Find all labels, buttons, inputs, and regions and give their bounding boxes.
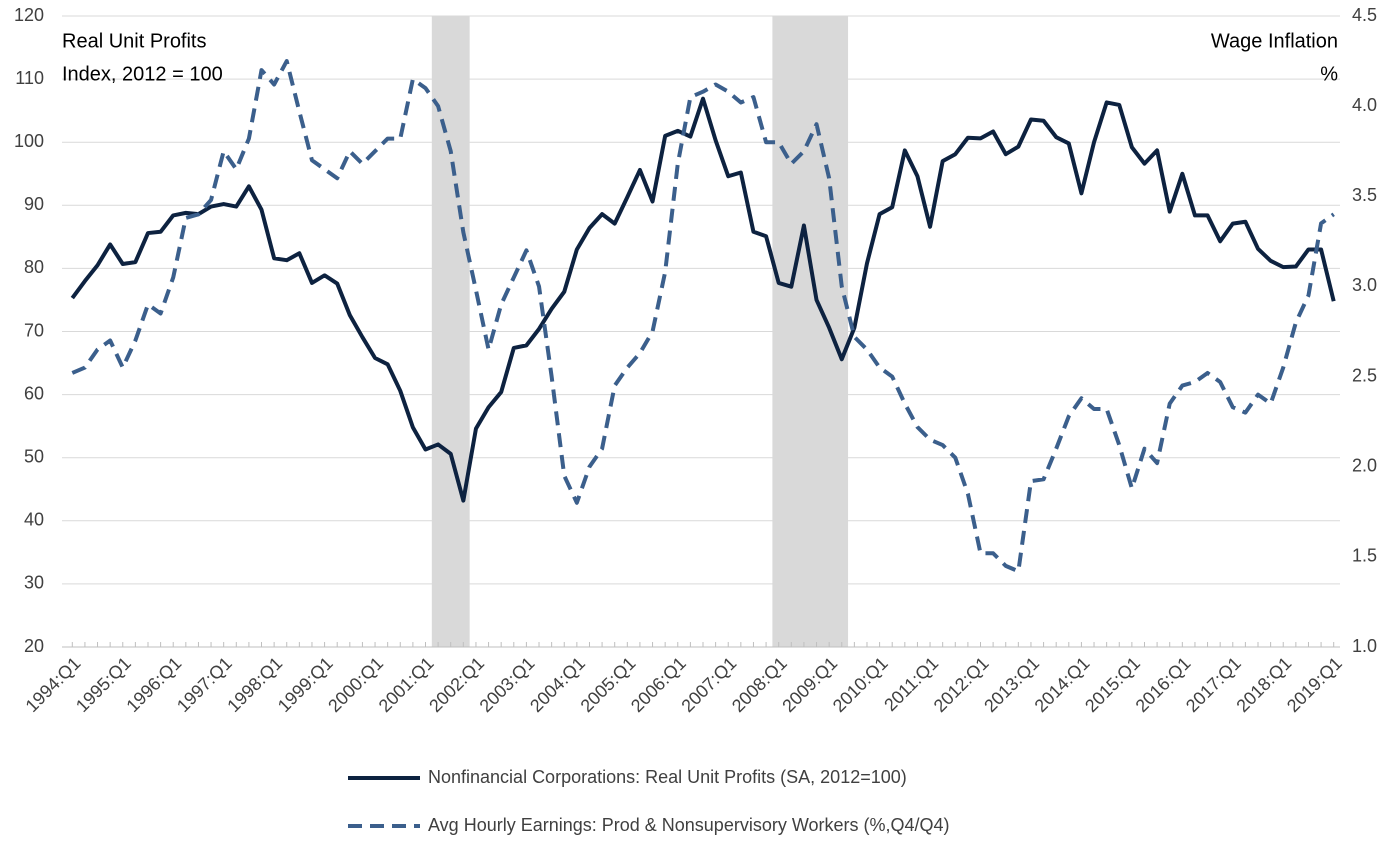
x-tick-label: 2013:Q1 (980, 653, 1043, 716)
y-tick-label: 120 (14, 5, 44, 25)
series-line (70, 96, 1336, 503)
x-tick-label: 2003:Q1 (476, 653, 539, 716)
x-tick-label: 2008:Q1 (728, 653, 791, 716)
x-tick-label: 1996:Q1 (122, 653, 185, 716)
x-tick-label: 2019:Q1 (1283, 653, 1346, 716)
series-line (71, 59, 1335, 574)
y2-tick-label: 1.0 (1352, 636, 1377, 656)
y2-tick-label: 2.0 (1352, 455, 1377, 475)
y-tick-label: 80 (24, 257, 44, 277)
y-tick-label: 110 (15, 68, 44, 88)
y-tick-label: 60 (24, 383, 44, 403)
x-tick-label: 2014:Q1 (1031, 653, 1094, 716)
y-axis-title: Real Unit Profits (62, 30, 207, 52)
y-tick-label: 100 (14, 131, 44, 151)
x-tick-label: 2015:Q1 (1081, 653, 1144, 716)
x-tick-label: 2005:Q1 (577, 653, 640, 716)
x-tick-label: 2001:Q1 (375, 653, 438, 716)
x-tick-label: 2000:Q1 (324, 653, 387, 716)
x-tick-label: 2017:Q1 (1182, 653, 1245, 716)
y2-tick-label: 2.5 (1352, 365, 1377, 385)
y-tick-label: 50 (24, 446, 44, 466)
x-tick-label: 2007:Q1 (677, 653, 740, 716)
y-tick-label: 30 (24, 573, 44, 593)
y-tick-label: 40 (24, 510, 44, 530)
x-tick-label: 2016:Q1 (1132, 653, 1195, 716)
x-tick-label: 2009:Q1 (778, 653, 841, 716)
y2-tick-label: 4.5 (1352, 5, 1377, 25)
x-tick-label: 2010:Q1 (829, 653, 892, 716)
y-tick-label: 20 (24, 636, 44, 656)
x-tick-label: 1998:Q1 (223, 653, 286, 716)
legend-text: Avg Hourly Earnings: Prod & Nonsuperviso… (428, 815, 950, 835)
y2-axis-title: % (1320, 63, 1338, 85)
x-tick-label: 1995:Q1 (72, 653, 135, 716)
x-tick-label: 2006:Q1 (627, 653, 690, 716)
y-tick-label: 70 (24, 320, 44, 340)
x-tick-label: 2018:Q1 (1232, 653, 1295, 716)
y2-axis-title: Wage Inflation (1211, 30, 1338, 52)
y2-tick-label: 3.5 (1352, 185, 1377, 205)
x-tick-label: 2002:Q1 (425, 653, 488, 716)
grid (62, 15, 1340, 585)
x-tick-label: 2012:Q1 (930, 653, 993, 716)
y-axis-title: Index, 2012 = 100 (62, 63, 223, 85)
x-tick-label: 1997:Q1 (173, 653, 236, 716)
y2-tick-label: 4.0 (1352, 95, 1377, 115)
y-tick-label: 90 (24, 194, 44, 214)
x-tick-label: 1999:Q1 (274, 653, 337, 716)
x-tick-label: 1994:Q1 (22, 653, 85, 716)
y2-tick-label: 1.5 (1352, 546, 1377, 566)
x-tick-label: 2004:Q1 (526, 653, 589, 716)
legend-text: Nonfinancial Corporations: Real Unit Pro… (428, 767, 907, 787)
y2-tick-label: 3.0 (1352, 275, 1377, 295)
